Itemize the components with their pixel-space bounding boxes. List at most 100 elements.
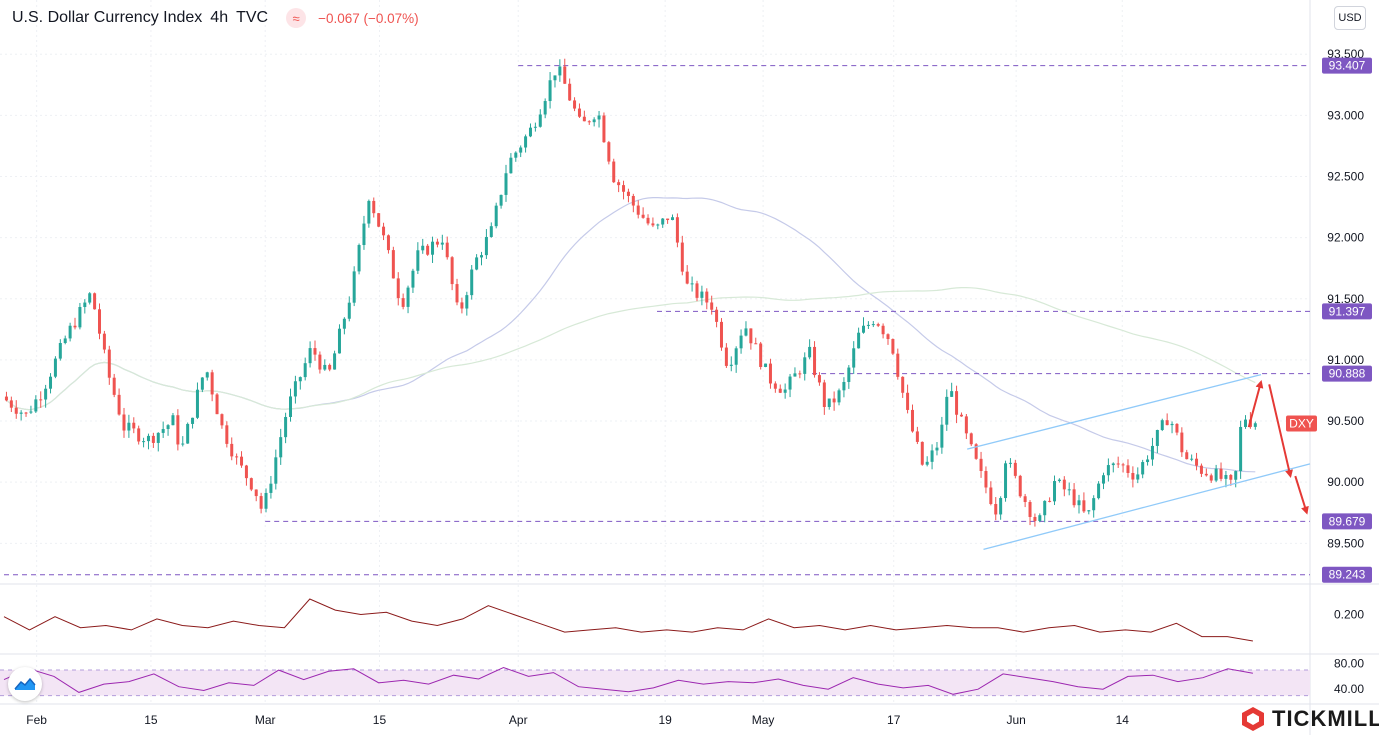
candle-body bbox=[146, 435, 150, 442]
candle bbox=[729, 356, 733, 372]
candle bbox=[989, 481, 993, 506]
candle-body bbox=[328, 364, 332, 370]
candle-body bbox=[1004, 463, 1008, 499]
candle bbox=[303, 357, 307, 381]
candle-body bbox=[582, 116, 586, 122]
candle-body bbox=[1131, 473, 1135, 480]
candle-body bbox=[117, 394, 121, 415]
candle-body bbox=[455, 284, 459, 303]
candle bbox=[137, 425, 141, 445]
candle-body bbox=[524, 136, 528, 148]
candle-body bbox=[406, 287, 410, 307]
channel-lower-line bbox=[983, 463, 1311, 551]
candle bbox=[577, 103, 581, 118]
candle-body bbox=[695, 283, 699, 298]
candle bbox=[617, 179, 621, 193]
candle bbox=[666, 218, 670, 224]
candle bbox=[1160, 418, 1164, 432]
candle-body bbox=[1028, 502, 1032, 517]
candle bbox=[607, 140, 611, 165]
candle bbox=[484, 229, 488, 259]
candle bbox=[78, 302, 82, 330]
candle bbox=[626, 188, 630, 203]
candle bbox=[622, 180, 626, 200]
channel-upper-line bbox=[967, 373, 1262, 450]
candle bbox=[93, 292, 97, 310]
candle-body bbox=[435, 241, 439, 245]
candle bbox=[9, 396, 13, 413]
candle bbox=[680, 235, 684, 276]
candle bbox=[142, 437, 146, 448]
candle bbox=[700, 285, 704, 306]
candle bbox=[1101, 472, 1105, 490]
candle bbox=[519, 145, 523, 158]
candle-body bbox=[1082, 500, 1086, 512]
candle bbox=[950, 382, 954, 397]
candle bbox=[377, 212, 381, 228]
rsi-pane bbox=[0, 666, 1310, 697]
candle-body bbox=[1234, 471, 1238, 480]
candle-body bbox=[465, 295, 469, 309]
candle-body bbox=[876, 324, 880, 326]
candle-body bbox=[671, 217, 675, 221]
candle bbox=[837, 388, 841, 406]
candle bbox=[230, 437, 234, 461]
candle-body bbox=[240, 456, 244, 466]
currency-button[interactable]: USD bbox=[1334, 6, 1366, 30]
wave-approx-icon[interactable]: ≈ bbox=[286, 8, 307, 28]
candle-body bbox=[514, 152, 518, 158]
brand-name: TICKMILL bbox=[1272, 706, 1379, 731]
candle-body bbox=[940, 424, 944, 448]
candle-body bbox=[793, 373, 797, 377]
candle-body bbox=[896, 353, 900, 377]
candle-body bbox=[230, 443, 234, 457]
candle bbox=[974, 443, 978, 460]
candle bbox=[705, 288, 709, 310]
candle bbox=[49, 373, 53, 394]
candle bbox=[347, 296, 351, 322]
candle-body bbox=[386, 235, 390, 251]
candle bbox=[372, 197, 376, 218]
candle-body bbox=[661, 218, 665, 225]
candle-body bbox=[254, 489, 258, 497]
interval-label[interactable]: 4h bbox=[210, 9, 229, 26]
candle bbox=[34, 395, 38, 413]
candle-body bbox=[553, 75, 557, 81]
candle-body bbox=[759, 343, 763, 367]
candle-body bbox=[1190, 458, 1194, 460]
candle-body bbox=[357, 245, 361, 272]
candle bbox=[749, 328, 753, 350]
candle-body bbox=[19, 412, 23, 414]
candle bbox=[641, 207, 645, 219]
candle bbox=[396, 272, 400, 306]
tradingview-logo-icon[interactable] bbox=[8, 667, 42, 701]
x-tick-label: 19 bbox=[658, 713, 672, 727]
candle-body bbox=[337, 328, 341, 354]
candle-body bbox=[313, 348, 317, 355]
candle bbox=[778, 384, 782, 394]
candle bbox=[318, 351, 322, 374]
candle-body bbox=[744, 328, 748, 336]
candle bbox=[1190, 454, 1194, 462]
candle-body bbox=[274, 457, 278, 484]
candle-body bbox=[1067, 489, 1071, 491]
candle bbox=[1033, 513, 1037, 527]
candle-body bbox=[372, 200, 376, 214]
candle-body bbox=[195, 389, 199, 418]
candle-body bbox=[568, 83, 572, 101]
candle-body bbox=[391, 250, 395, 279]
candle bbox=[788, 373, 792, 398]
candle-body bbox=[891, 339, 895, 354]
candle bbox=[979, 451, 983, 478]
candle-body bbox=[989, 487, 993, 505]
candle bbox=[798, 370, 802, 379]
candle-body bbox=[475, 257, 479, 270]
candle bbox=[1219, 462, 1223, 482]
symbol-tag bbox=[1286, 415, 1317, 432]
candle-body bbox=[734, 348, 738, 365]
candle bbox=[499, 194, 503, 209]
candle-body bbox=[886, 334, 890, 340]
candle bbox=[1077, 494, 1081, 514]
candle-body bbox=[98, 309, 102, 334]
